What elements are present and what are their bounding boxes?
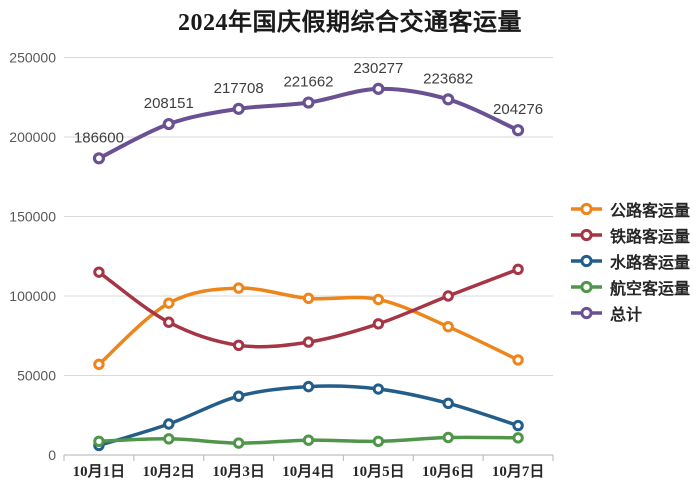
- series-marker-total: [372, 82, 385, 95]
- legend-marker-icon: [571, 254, 602, 268]
- series-marker-road: [232, 282, 245, 294]
- legend-item-water[interactable]: 水路客运量: [570, 248, 690, 274]
- data-label-total: 221662: [283, 74, 333, 91]
- series-marker-air: [232, 437, 245, 449]
- y-tick-label: 50000: [17, 368, 56, 384]
- legend-marker-icon: [571, 306, 602, 320]
- series-marker-total: [511, 124, 525, 137]
- y-tick-label: 250000: [9, 50, 56, 66]
- data-label-total: 230277: [353, 60, 403, 77]
- legend-ring: [580, 280, 593, 294]
- legend-label: 水路客运量: [610, 255, 691, 272]
- series-marker-road: [302, 292, 315, 305]
- legend-ring: [580, 254, 593, 268]
- legend-marker-icon: [571, 202, 602, 216]
- series-marker-rail: [163, 316, 175, 328]
- series-marker-rail: [372, 318, 385, 330]
- series-marker-road: [512, 354, 524, 366]
- data-label-total: 204276: [493, 101, 543, 118]
- series-marker-water: [232, 390, 245, 402]
- series-marker-total: [232, 102, 245, 115]
- legend-marker-icon: [571, 228, 602, 242]
- chart-title: 2024年国庆假期综合交通客运量: [178, 10, 522, 36]
- series-marker-air: [442, 431, 454, 444]
- series-marker-water: [372, 383, 385, 395]
- series-marker-air: [302, 434, 315, 446]
- series-marker-road: [372, 293, 385, 306]
- x-tick-label: 10月2日: [143, 463, 196, 480]
- data-label-total: 208151: [144, 95, 194, 112]
- legend-ring: [580, 306, 593, 320]
- x-tick-label: 10月5日: [352, 463, 405, 480]
- legend-item-road[interactable]: 公路客运量: [570, 196, 690, 222]
- legend-ring: [580, 228, 593, 242]
- legend: 公路客运量铁路客运量水路客运量航空客运量总计: [570, 196, 690, 326]
- legend-label: 总计: [610, 307, 643, 324]
- legend-item-air[interactable]: 航空客运量: [570, 274, 690, 300]
- series-marker-air: [372, 435, 385, 448]
- series-marker-air: [93, 435, 105, 448]
- series-marker-water: [512, 419, 524, 432]
- y-tick-label: 0: [48, 447, 56, 463]
- legend-label: 公路客运量: [610, 203, 691, 220]
- data-label-total: 223682: [423, 70, 473, 87]
- legend-ring: [580, 202, 593, 216]
- y-tick-label: 100000: [9, 288, 56, 304]
- series-marker-total: [302, 96, 315, 109]
- x-tick-label: 10月7日: [492, 463, 545, 480]
- series-marker-air: [512, 432, 524, 444]
- y-tick-label: 150000: [9, 209, 56, 225]
- series-marker-rail: [232, 339, 245, 351]
- x-tick-label: 10月4日: [282, 463, 335, 480]
- series-marker-road: [442, 320, 454, 333]
- legend-label: 航空客运量: [610, 281, 691, 298]
- x-tick-label: 10月3日: [212, 463, 265, 480]
- y-tick-label: 200000: [9, 129, 56, 145]
- series-marker-rail: [512, 263, 524, 275]
- series-marker-water: [442, 397, 454, 410]
- series-marker-total: [442, 93, 455, 106]
- series-marker-total: [92, 152, 106, 165]
- series-marker-rail: [93, 266, 105, 278]
- series-marker-air: [163, 433, 175, 445]
- x-tick-label: 10月6日: [422, 463, 475, 480]
- series-marker-total: [162, 117, 175, 131]
- legend-item-rail[interactable]: 铁路客运量: [570, 222, 690, 248]
- series-marker-road: [93, 358, 105, 371]
- x-tick-label: 10月1日: [73, 463, 126, 480]
- data-label-total: 186600: [74, 129, 124, 146]
- data-label-total: 217708: [214, 80, 264, 97]
- series-marker-rail: [302, 336, 315, 348]
- series-marker-rail: [442, 290, 454, 302]
- legend-label: 铁路客运量: [610, 229, 691, 246]
- series-marker-water: [163, 418, 175, 430]
- series-marker-water: [302, 380, 315, 393]
- legend-item-total[interactable]: 总计: [570, 300, 690, 326]
- series-marker-road: [163, 297, 175, 309]
- legend-marker-icon: [571, 280, 602, 294]
